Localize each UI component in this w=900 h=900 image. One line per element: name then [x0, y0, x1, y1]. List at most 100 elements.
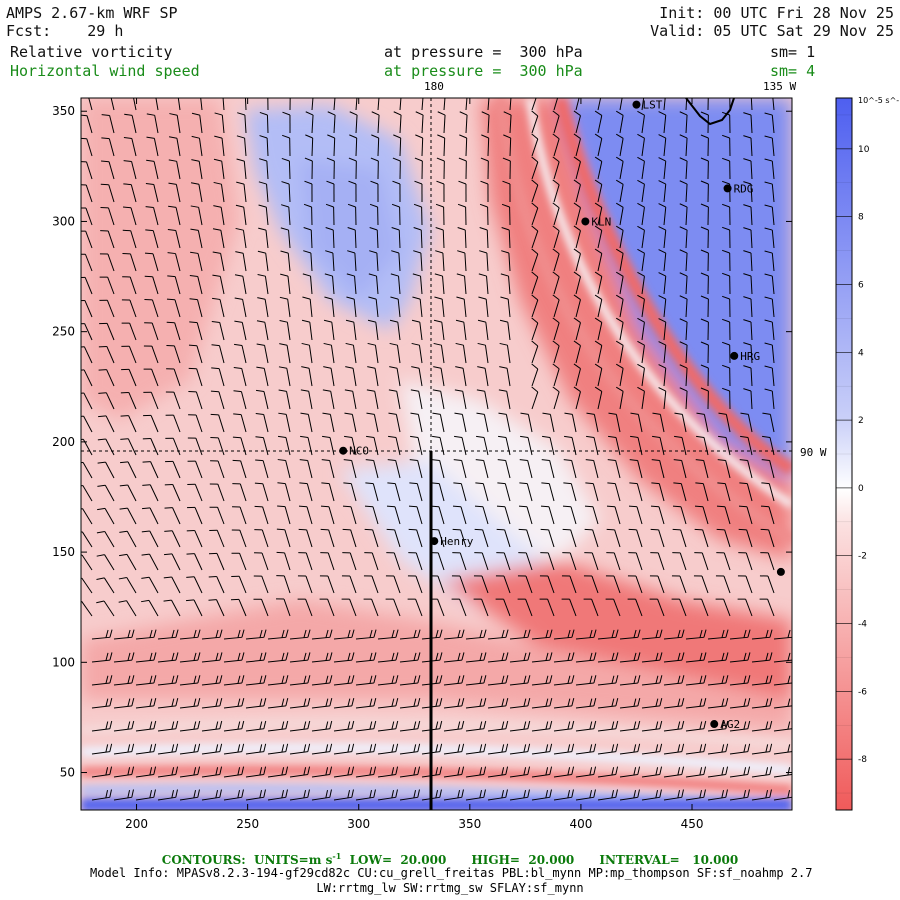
neg-left: [81, 98, 240, 420]
wind-barb: [145, 182, 159, 203]
wind-barb: [509, 743, 531, 755]
wind-barb: [663, 98, 666, 111]
wind-barb: [188, 344, 203, 364]
wind-barb: [454, 389, 467, 410]
wind-barb: [475, 482, 489, 502]
wind-barb: [716, 505, 731, 525]
wind-barb: [539, 575, 555, 594]
wind-barb: [209, 506, 225, 525]
station-label: LST: [642, 99, 662, 112]
wind-barb: [347, 250, 357, 272]
wind-barb: [281, 157, 291, 180]
wind-barb: [499, 366, 511, 387]
wind-barb: [619, 789, 640, 801]
wind-barb: [637, 386, 645, 410]
wind-barb: [253, 575, 269, 594]
wind-barb: [165, 437, 181, 456]
wind-barb: [487, 629, 509, 640]
wind-barb: [179, 675, 201, 686]
wind-barb: [210, 413, 225, 433]
wind-barb: [234, 274, 247, 295]
wind-barb: [751, 789, 772, 801]
wind-barb: [694, 505, 709, 525]
wind-barb: [157, 675, 179, 686]
wind-barb: [575, 743, 597, 755]
station-label: RDG: [734, 182, 754, 195]
wind-barb: [300, 389, 313, 410]
wind-barb: [531, 675, 553, 686]
wind-barb: [679, 180, 688, 203]
wind-barb: [542, 412, 555, 433]
wind-barb: [210, 390, 225, 410]
wind-barb: [168, 205, 181, 226]
wind-barb: [392, 157, 401, 180]
wind-barb: [597, 697, 619, 709]
wind-barb: [276, 528, 291, 548]
wind-barb: [245, 766, 267, 778]
wind-barb: [497, 459, 511, 479]
wind-barb: [737, 575, 753, 594]
wind-barb: [245, 675, 267, 686]
wind-barb: [716, 528, 731, 548]
wind-barb: [298, 528, 313, 548]
wind-barb: [650, 505, 665, 525]
wind-barb: [628, 528, 643, 548]
wind-barb: [343, 482, 357, 502]
wind-barb: [276, 575, 291, 594]
wind-barb: [311, 697, 333, 709]
wind-barb: [629, 459, 643, 479]
wind-barb: [552, 179, 560, 203]
wind-barb: [391, 203, 401, 226]
wind-barb: [201, 789, 222, 801]
wind-barb: [342, 505, 357, 525]
wind-barb: [443, 98, 446, 111]
wind-barb: [342, 528, 357, 548]
wind-barb: [157, 766, 179, 778]
wind-barb: [663, 720, 685, 732]
wind-barb: [365, 459, 379, 479]
wind-barb: [255, 389, 269, 410]
wind-barb: [630, 435, 643, 456]
wind-barb: [584, 552, 599, 571]
wind-barb: [377, 652, 399, 663]
wind-barb: [573, 225, 581, 249]
wind-barb: [120, 391, 137, 410]
wind-barb: [349, 111, 358, 134]
wind-barb: [764, 158, 775, 180]
wind-barb: [255, 459, 269, 479]
wind-barb: [729, 697, 751, 709]
wind-barb: [531, 179, 539, 203]
wind-barb: [531, 133, 539, 157]
wind-barb: [685, 652, 707, 663]
wind-barb: [214, 135, 225, 157]
wind-barb: [519, 482, 533, 502]
wind-barb: [213, 158, 225, 180]
wind-barb: [465, 743, 487, 755]
wind-barb: [258, 181, 269, 203]
wind-barb: [637, 363, 645, 387]
wind-barb: [234, 343, 247, 364]
wind-barb: [658, 134, 667, 157]
wind-barb: [637, 294, 645, 318]
wind-barb: [475, 459, 489, 479]
wind-barb: [443, 789, 464, 801]
wind-barb: [458, 157, 467, 180]
wind-barb: [443, 743, 465, 755]
wind-barb: [729, 766, 751, 778]
wind-barb: [81, 323, 93, 341]
colorbar-tick-label: -2: [858, 552, 867, 562]
wind-barb: [187, 506, 203, 525]
wind-barb: [707, 629, 729, 640]
wind-barb: [144, 275, 159, 295]
wind-barb: [91, 743, 113, 755]
wind-barb: [113, 743, 135, 755]
wind-barb: [113, 789, 134, 801]
vorticity-field: [81, 98, 792, 810]
wind-barb: [119, 484, 137, 502]
wind-barb: [389, 366, 401, 387]
wind-barb: [254, 482, 269, 502]
wind-barb: [157, 720, 179, 732]
wind-barb: [179, 789, 200, 801]
wind-barb: [531, 202, 539, 226]
wind-barb: [573, 179, 581, 203]
